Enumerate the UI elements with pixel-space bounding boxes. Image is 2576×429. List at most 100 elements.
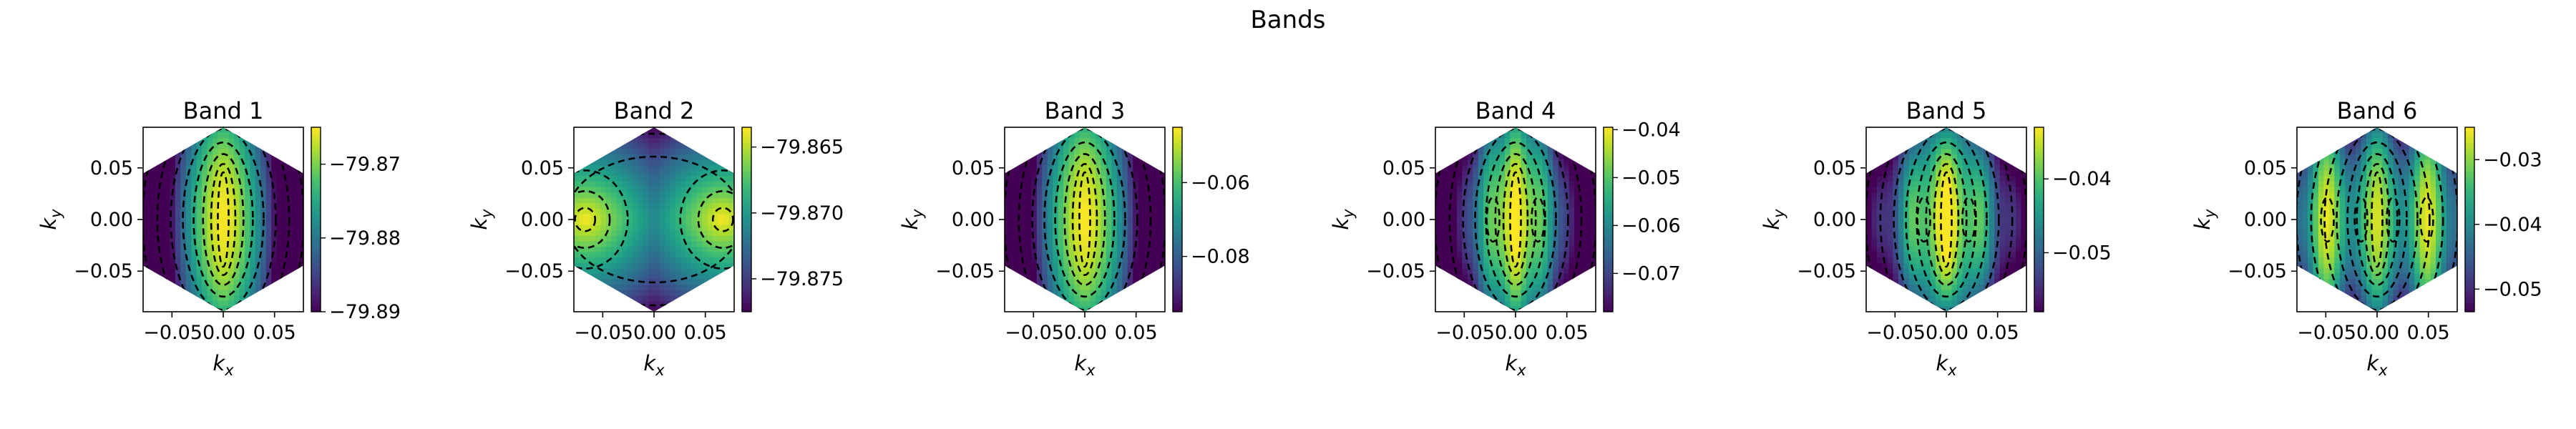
heatmap-cell [1547,246,1553,253]
heatmap-cell [1585,138,1591,144]
heatmap-cell [191,149,197,155]
heatmap-cell [616,241,623,247]
heatmap-cell [1456,159,1463,166]
heatmap-cell [1456,241,1463,247]
heatmap-cell [260,241,267,247]
heatmap-cell [175,273,181,280]
heatmap-cell [265,170,272,177]
heatmap-cell [1505,300,1511,307]
heatmap-cell [1111,257,1118,264]
heatmap-cell [584,192,590,199]
heatmap-cell [255,143,261,149]
heatmap-cell [223,192,230,199]
heatmap-cell [153,132,160,139]
heatmap-cell [605,192,612,199]
heatmap-cell [1967,132,1974,139]
heatmap-cell [223,300,230,307]
heatmap-cell [1919,138,1926,144]
heatmap-cell [1467,257,1473,264]
heatmap-cell [1036,208,1043,215]
heatmap-cell [1058,252,1064,258]
heatmap-cell [1925,203,1931,209]
heatmap-cell [1445,241,1452,247]
heatmap-cell [648,176,655,182]
heatmap-cell [1563,295,1570,302]
heatmap-cell [298,235,303,242]
heatmap-cell [180,127,187,134]
heatmap-cell [191,262,197,269]
heatmap-cell [611,241,618,247]
heatmap-cell [1984,154,1990,161]
heatmap-cell [1568,235,1575,242]
heatmap-cell [1521,300,1527,307]
heatmap-cell [1978,246,1984,253]
heatmap-cell [1521,127,1527,134]
heatmap-cell [260,300,267,307]
heatmap-cell [1973,159,1979,166]
heatmap-cell [218,246,224,253]
heatmap-cell [271,149,278,155]
heatmap-cell [1516,257,1522,264]
heatmap-cell [1143,279,1150,285]
heatmap-cell [1585,268,1591,275]
heatmap-cell [1036,170,1043,177]
heatmap-cell [1473,138,1479,144]
heatmap-cell [276,230,283,237]
heatmap-cell [1036,246,1043,253]
heatmap-cell [1962,214,1968,220]
heatmap-cell [595,165,601,172]
heatmap-cell [600,197,607,204]
heatmap-cell [675,257,681,264]
heatmap-cell [1579,170,1586,177]
heatmap-cell [1085,295,1091,302]
heatmap-cell [1095,181,1101,188]
heatmap-cell [638,220,644,226]
heatmap-cell [1951,246,1958,253]
heatmap-cell [1085,300,1091,307]
heatmap-cell [611,262,618,269]
heatmap-cell [648,208,655,215]
heatmap-cell [1111,268,1118,275]
heatmap-cell [622,214,628,220]
heatmap-cell [1978,203,1984,209]
heatmap-cell [1866,262,1873,269]
heatmap-cell [1047,300,1053,307]
heatmap-cell [1531,154,1538,161]
heatmap-cell [202,290,208,296]
heatmap-cell [228,187,235,193]
contour-line [192,141,254,298]
heatmap-cell [574,214,580,220]
heatmap-cell [1553,295,1559,302]
heatmap-cell [574,279,580,285]
heatmap-cell [579,273,585,280]
heatmap-cell [1510,220,1516,226]
heatmap-cell [143,273,150,280]
heatmap-cell [265,290,272,296]
heatmap-cell [1058,279,1064,285]
heatmap-cell [648,187,655,193]
heatmap-cell [1531,262,1538,269]
heatmap-cell [707,230,713,237]
heatmap-cell [1978,149,1984,155]
heatmap-cell [702,257,708,264]
heatmap-cell [622,230,628,237]
heatmap-cell [654,252,660,258]
heatmap-cell [1893,214,1899,220]
heatmap-cell [1574,197,1581,204]
heatmap-cell [1467,241,1473,247]
heatmap-cell [1451,154,1458,161]
heatmap-cell [148,154,155,161]
heatmap-cell [1467,208,1473,215]
heatmap-cell [1036,187,1043,193]
heatmap-cell [1085,225,1091,231]
heatmap-cell [590,279,596,285]
heatmap-cell [664,285,670,291]
heatmap-cell [170,285,176,291]
heatmap-cell [218,295,224,302]
heatmap-cell [1005,132,1011,139]
heatmap-cell [1505,143,1511,149]
heatmap-cell [1531,268,1538,275]
heatmap-cell [287,143,293,149]
heatmap-cell [271,170,278,177]
heatmap-cell [1510,262,1516,269]
